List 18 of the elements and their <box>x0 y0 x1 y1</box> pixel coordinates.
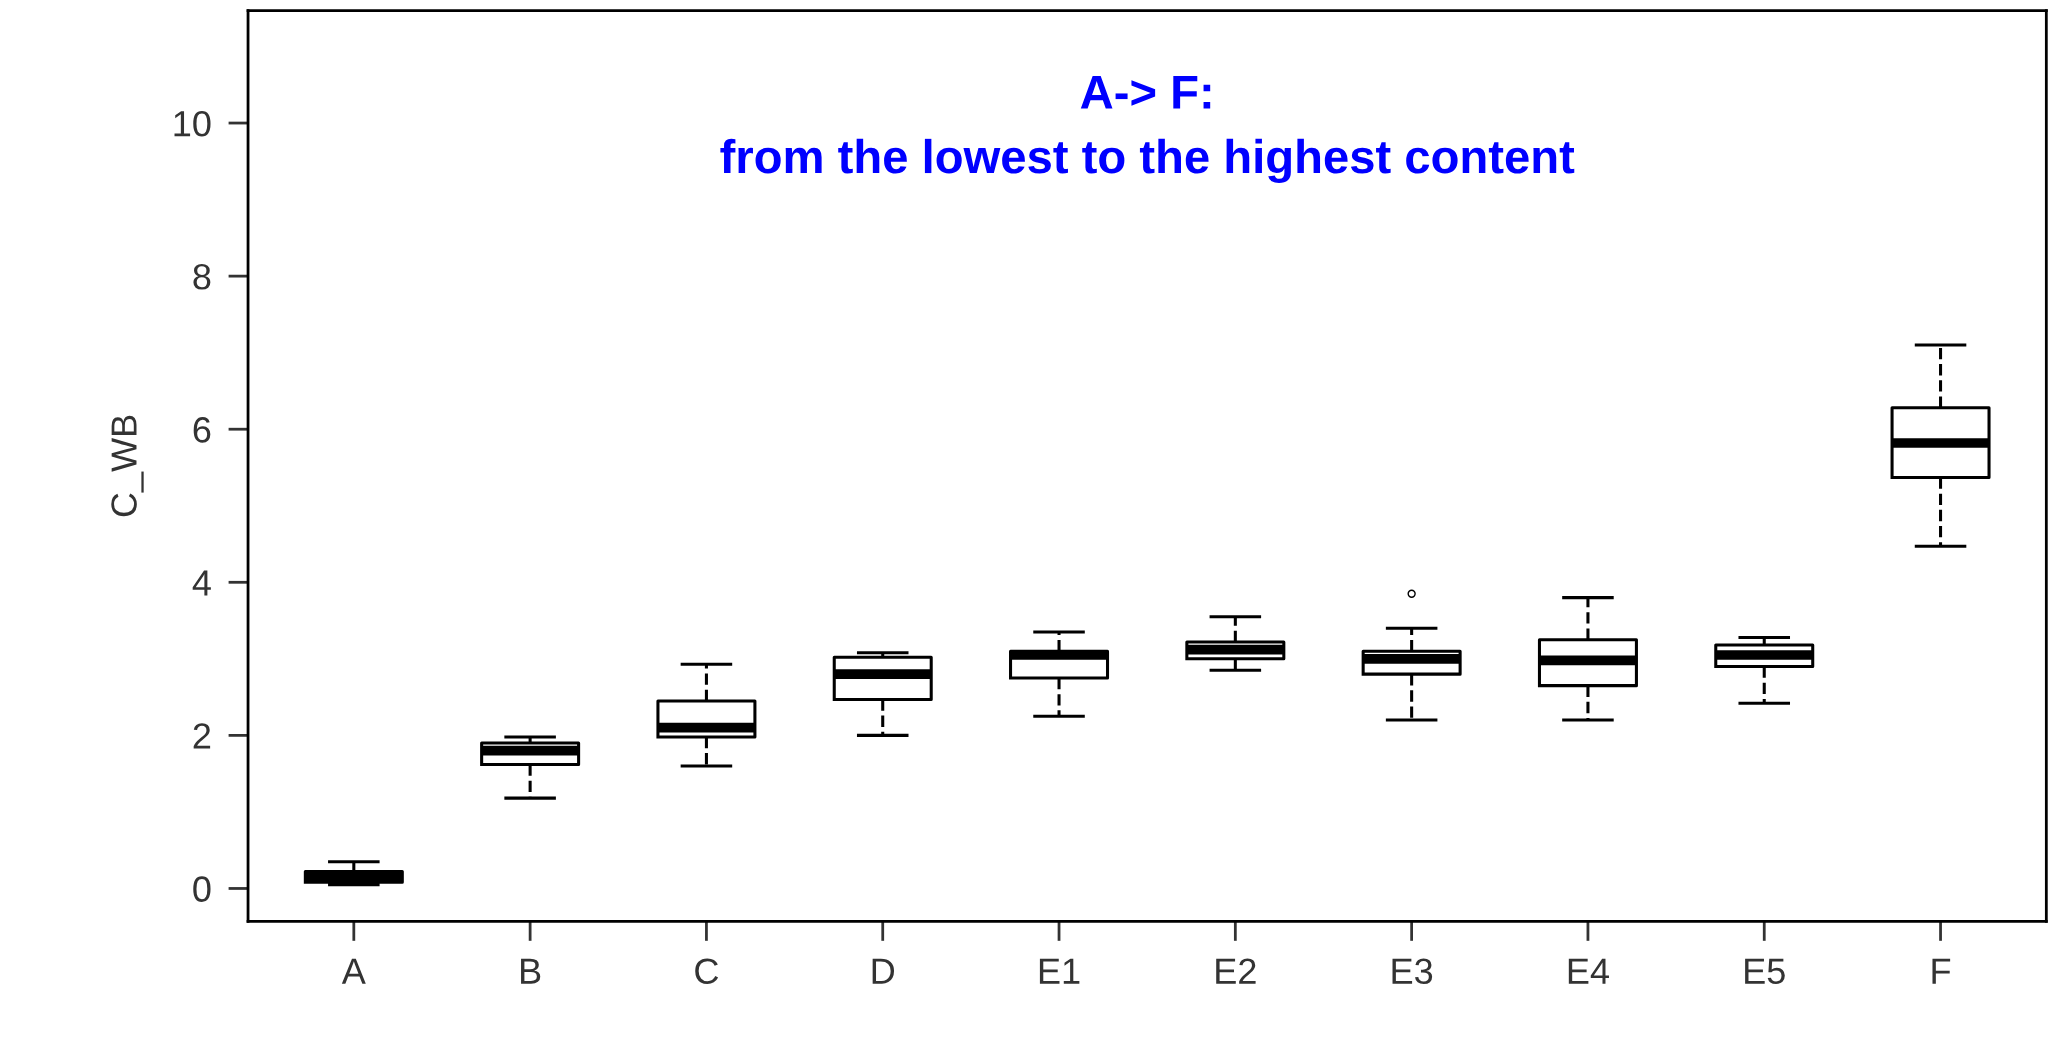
x-tick-label: E1 <box>1039 958 1080 984</box>
x-tick-label: E5 <box>1745 958 1785 985</box>
y-tick-label: 10 <box>174 110 211 137</box>
text: A-> F: from the lowest to the highest content <box>720 76 1575 184</box>
y-tick-label: 4 <box>192 570 211 596</box>
y-axis-title: C_WB <box>111 415 144 517</box>
x-tick-label: E3 <box>1392 958 1433 985</box>
x-tick-label: A <box>341 958 366 984</box>
x-tick-label: B <box>521 958 541 984</box>
y-tick-label: 6 <box>193 417 211 443</box>
x-tick-label: E4 <box>1568 958 1609 984</box>
y-tick-label: 0 <box>193 876 211 902</box>
x-tick-label: C <box>695 958 719 985</box>
x-tick-label: D <box>872 958 895 984</box>
y-tick-label: 2 <box>193 723 211 749</box>
x-tick-label: E2 <box>1216 958 1256 984</box>
y-tick-label: 8 <box>193 264 211 290</box>
x-tick-label: F <box>1932 958 1951 984</box>
